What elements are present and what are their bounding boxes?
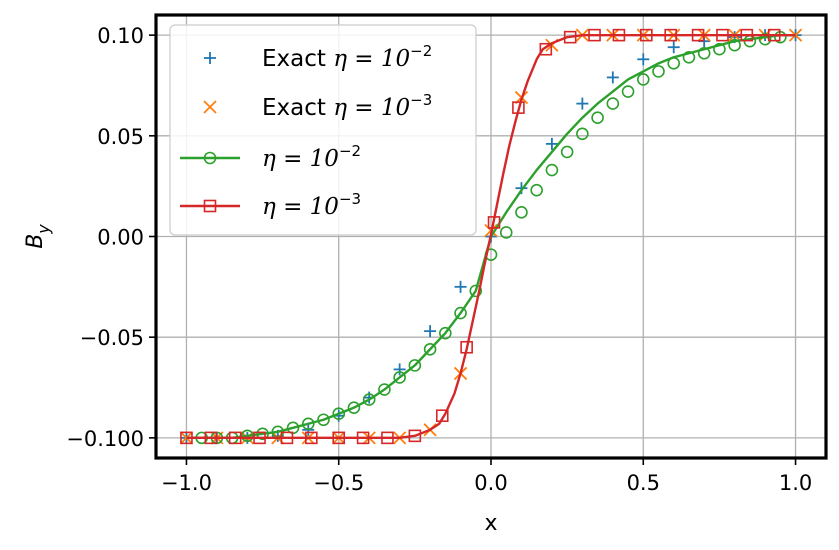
legend-exponent: −3	[339, 190, 361, 208]
square-marker	[691, 28, 705, 42]
square-marker	[767, 28, 781, 42]
y-axis-label: By	[23, 224, 53, 249]
square-marker	[740, 28, 754, 42]
circle-marker	[203, 151, 217, 165]
x-tick-label: 0.0	[474, 471, 507, 495]
legend-math: η = 10	[333, 95, 410, 121]
circle-marker	[636, 73, 650, 86]
circle-marker	[576, 127, 589, 141]
legend-label: Exact η = 10−3	[262, 91, 432, 121]
circle-marker	[682, 50, 696, 64]
square-marker	[280, 431, 294, 445]
square-marker	[539, 42, 553, 56]
series-layer	[179, 28, 803, 445]
circle-marker	[347, 401, 361, 414]
circle-marker	[758, 32, 772, 46]
square-marker	[563, 30, 577, 44]
legend-exponent: −2	[410, 42, 432, 60]
square-marker	[612, 28, 626, 42]
legend-item: η = 10−2	[180, 142, 361, 172]
legend-label: η = 10−2	[262, 142, 361, 172]
square-marker	[460, 340, 473, 354]
square-marker	[356, 431, 370, 445]
square-marker	[716, 28, 729, 42]
legend-item: Exact η = 10−3	[203, 91, 432, 121]
square-marker	[203, 199, 217, 213]
legend-box	[169, 24, 477, 236]
plot-frame	[154, 13, 828, 460]
circle-marker	[515, 206, 528, 219]
square-marker	[588, 28, 601, 42]
circle-marker	[301, 417, 315, 431]
circle-marker	[667, 57, 681, 70]
circle-marker	[256, 427, 269, 441]
y-axis-label-subscript: y	[34, 224, 53, 235]
circle-marker	[393, 371, 406, 384]
y-tick-label: −0.100	[66, 427, 144, 451]
legend-exponent: −2	[339, 142, 361, 160]
square-marker	[305, 431, 318, 445]
y-tick-label: −0.05	[80, 326, 144, 350]
circle-marker	[499, 226, 513, 239]
square-marker	[435, 409, 449, 423]
legend-label: η = 10−3	[262, 190, 361, 220]
circle-marker	[469, 284, 483, 298]
square-marker	[228, 431, 242, 445]
legend-prefix: Exact	[262, 95, 333, 121]
series-3	[180, 28, 796, 445]
legend-label: Exact η = 10−2	[262, 42, 432, 72]
circle-marker	[378, 383, 391, 396]
x-tick-label: 0.5	[627, 471, 660, 495]
circle-marker	[423, 342, 437, 356]
legend-item: Exact η = 10−2	[204, 42, 432, 72]
square-marker	[408, 429, 422, 443]
x-axis-label: x	[484, 511, 497, 536]
legend-math: η = 10	[262, 194, 339, 220]
legend-math: η = 10	[333, 46, 410, 72]
circle-marker	[530, 183, 543, 197]
circle-marker	[317, 413, 330, 427]
legend-prefix: Exact	[262, 46, 333, 72]
square-marker	[664, 28, 677, 42]
circle-marker	[713, 42, 726, 56]
square-marker	[253, 431, 266, 445]
circle-marker	[454, 306, 467, 320]
circle-marker	[621, 85, 635, 98]
circle-marker	[652, 65, 665, 78]
y-tick-label: 0.10	[97, 24, 144, 48]
circle-marker	[728, 38, 741, 52]
x-tick-label: −1.0	[161, 471, 212, 495]
legend-math: η = 10	[262, 146, 339, 172]
legend-item: η = 10−3	[180, 190, 361, 220]
y-tick-label: 0.05	[97, 125, 144, 149]
circle-marker	[439, 326, 452, 340]
y-tick-label: 0.00	[97, 226, 144, 250]
circle-marker	[697, 46, 711, 60]
circle-marker	[591, 111, 604, 124]
square-marker	[180, 431, 193, 445]
legend-exponent: −3	[410, 91, 432, 109]
circle-marker	[332, 407, 346, 421]
circle-marker	[408, 359, 422, 372]
circle-marker	[545, 163, 559, 177]
y-axis-label-base: B	[23, 234, 48, 249]
x-tick-label: −0.5	[313, 471, 364, 495]
circle-marker	[606, 97, 620, 110]
square-marker	[381, 431, 394, 445]
circle-marker	[241, 429, 254, 443]
square-marker	[487, 216, 501, 229]
square-marker	[512, 101, 525, 114]
square-marker	[640, 28, 653, 42]
square-marker	[332, 431, 346, 445]
series-line	[186, 33, 796, 440]
circle-marker	[560, 145, 574, 159]
square-marker	[204, 431, 218, 445]
x-marker	[203, 100, 217, 114]
ticks: −1.0 −0.5 0.0 0.5 1.0 −0.100 −0.05 0.00 0.05 0.10	[66, 24, 812, 495]
circle-marker	[362, 393, 376, 406]
x-tick-label: 1.0	[779, 471, 812, 495]
